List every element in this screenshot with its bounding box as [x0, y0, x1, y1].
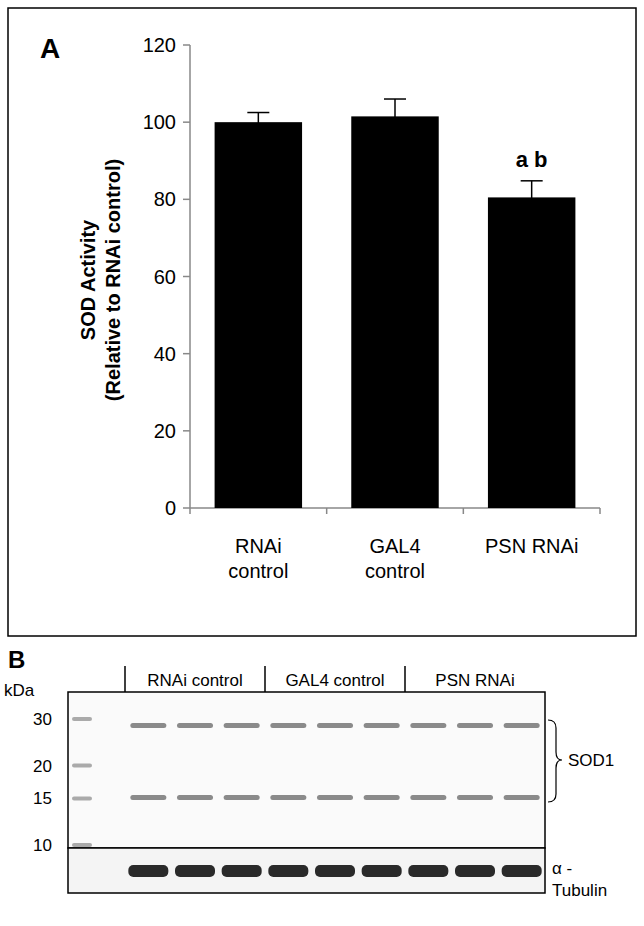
y-axis-label: SOD Activity(Relative to RNAi control) [77, 159, 124, 401]
y-tick [183, 353, 190, 355]
lane-label: RNAi control [147, 671, 242, 690]
text-line: Tubulin [552, 881, 607, 900]
sod1-band-lower [130, 795, 166, 800]
y-tick [183, 507, 190, 509]
marker-label: 15 [33, 789, 52, 808]
y-tick-label: 60 [154, 266, 176, 288]
y-tick [183, 276, 190, 278]
sod1-band-upper [410, 723, 446, 728]
x-tick-label: RNAi control [228, 535, 288, 582]
lane-label: GAL4 control [285, 671, 384, 690]
blot-sod1 [68, 692, 545, 848]
y-tick [183, 199, 190, 201]
band-label: α - Tubulin [552, 859, 607, 900]
bar [215, 122, 302, 508]
tubulin-band [268, 865, 308, 877]
tubulin-band [502, 865, 542, 877]
marker-label: 10 [33, 836, 52, 855]
lane-separator [264, 666, 266, 692]
sod1-band-upper [457, 723, 493, 728]
annotation: a b [516, 147, 548, 172]
sod1-band-lower [457, 795, 493, 800]
y-tick [183, 44, 190, 46]
sod1-band-upper [177, 723, 213, 728]
x-tick [326, 508, 328, 514]
sod1-band-lower [410, 795, 446, 800]
text-line: α - [552, 859, 572, 878]
bar [488, 197, 575, 508]
background [0, 0, 644, 926]
bars [215, 99, 576, 508]
lane-separator [124, 666, 126, 692]
text-line: control [365, 560, 425, 582]
text-line: control [228, 560, 288, 582]
y-tick [183, 430, 190, 432]
panel-label: A [40, 33, 60, 64]
y-tick-label: 80 [154, 188, 176, 210]
y-tick-label: 120 [143, 34, 176, 56]
x-tick [463, 508, 465, 514]
error-cap [384, 98, 406, 100]
ladder-band [72, 796, 92, 800]
sod1-band-lower [317, 795, 353, 800]
text-line: SOD Activity [77, 219, 99, 340]
blot-tubulin [68, 848, 545, 893]
tubulin-band [408, 865, 448, 877]
tubulin-band [175, 865, 215, 877]
sod1-band-lower [364, 795, 400, 800]
bar [351, 116, 438, 508]
panel-frame [8, 8, 636, 636]
ladder-band [72, 764, 92, 768]
unit-label: kDa [4, 681, 35, 700]
marker-label: 30 [33, 710, 52, 729]
tubulin-band [128, 865, 168, 877]
sod1-band-upper [270, 723, 306, 728]
text-line: RNAi [235, 535, 282, 557]
sod1-band-upper [504, 723, 540, 728]
figure: A 0 20 40 60 80 100 120 SOD Activity(Relative to… [0, 0, 644, 926]
x-tick [189, 508, 191, 514]
error-cap [521, 180, 543, 182]
lane-label: PSN RNAi [435, 671, 514, 690]
x-tick-label: PSN RNAi [485, 535, 578, 557]
sod1-band-lower [504, 795, 540, 800]
band-label: SOD1 [568, 751, 614, 770]
y-tick-label: 0 [165, 497, 176, 519]
text-line: GAL4 [369, 535, 420, 557]
x-tick-label: GAL4 control [365, 535, 425, 582]
sod1-band-lower [224, 795, 260, 800]
y-tick-label: 20 [154, 420, 176, 442]
sod1-band-upper [130, 723, 166, 728]
y-tick-label: 40 [154, 343, 176, 365]
tubulin-band [315, 865, 355, 877]
sod1-band-upper [317, 723, 353, 728]
ladder-band [72, 843, 92, 847]
marker-label: 20 [33, 757, 52, 776]
tubulin-band [362, 865, 402, 877]
panel-label: B [8, 646, 25, 673]
x-tick [599, 508, 601, 514]
y-tick [183, 121, 190, 123]
bracket [548, 720, 562, 802]
sod1-band-lower [177, 795, 213, 800]
text-line: PSN RNAi [485, 535, 578, 557]
sod1-band-upper [364, 723, 400, 728]
sod1-band-upper [224, 723, 260, 728]
tubulin-band [222, 865, 262, 877]
text-line: (Relative to RNAi control) [102, 159, 124, 401]
sod1-band-lower [270, 795, 306, 800]
lane-separator [404, 666, 406, 692]
y-tick-label: 100 [143, 111, 176, 133]
error-cap [247, 112, 269, 114]
tubulin-band [455, 865, 495, 877]
ladder-band [72, 717, 92, 721]
